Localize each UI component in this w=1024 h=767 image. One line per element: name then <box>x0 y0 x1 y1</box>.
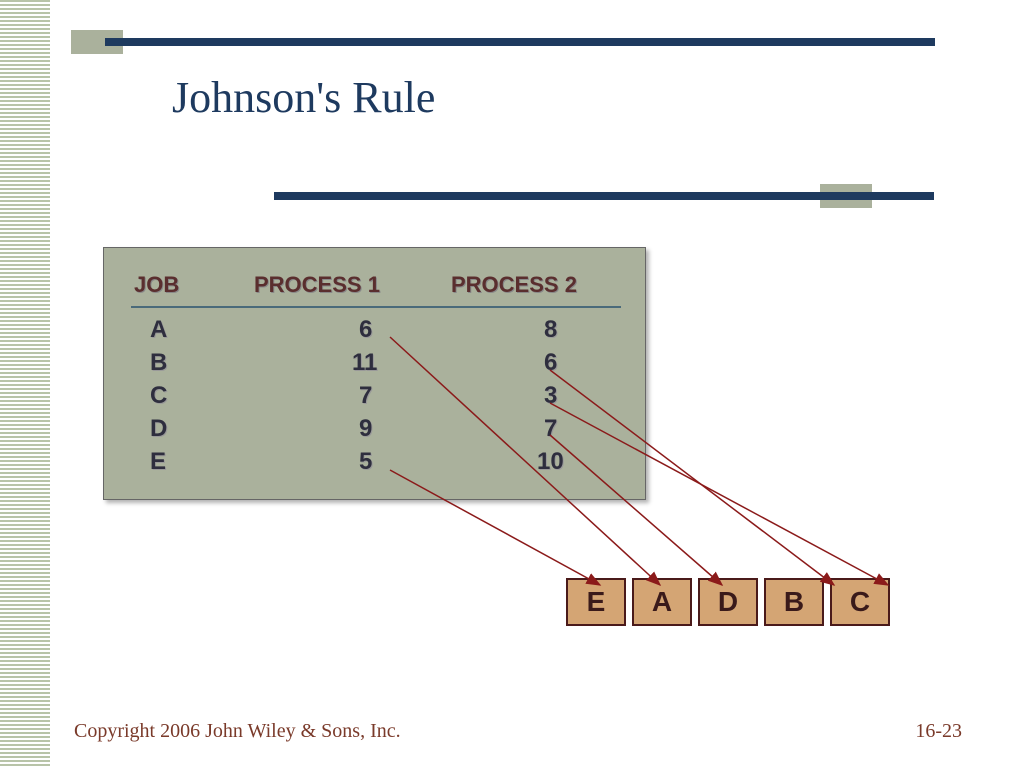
mid-horizontal-rule <box>274 192 934 200</box>
cell-value: A <box>150 316 167 344</box>
cell-value: 6 <box>544 349 557 377</box>
sequence-box: B <box>764 578 824 626</box>
left-stripe-decoration <box>0 0 50 767</box>
sequence-box: C <box>830 578 890 626</box>
footer-copyright: Copyright 2006 John Wiley & Sons, Inc. <box>74 720 401 743</box>
cell-value: 7 <box>359 382 372 410</box>
col-header-p1: PROCESS 1 <box>254 272 380 298</box>
col-header-p2: PROCESS 2 <box>451 272 577 298</box>
cell-value: E <box>150 448 166 476</box>
cell-value: D <box>150 415 167 443</box>
cell-value: C <box>150 382 167 410</box>
slide-title: Johnson's Rule <box>172 72 435 123</box>
sequence-box: A <box>632 578 692 626</box>
cell-value: 5 <box>359 448 372 476</box>
sequence-box: E <box>566 578 626 626</box>
col-header-job: JOB <box>134 272 179 298</box>
footer-page-number: 16-23 <box>915 720 962 743</box>
cell-value: 7 <box>544 415 557 443</box>
cell-value: 10 <box>537 448 564 476</box>
top-horizontal-rule <box>105 38 935 46</box>
cell-value: 8 <box>544 316 557 344</box>
cell-value: 11 <box>352 349 377 377</box>
table-header-rule <box>131 306 621 308</box>
cell-value: 9 <box>359 415 372 443</box>
sequence-box: D <box>698 578 758 626</box>
cell-value: 3 <box>544 382 557 410</box>
cell-value: 6 <box>359 316 372 344</box>
jobs-table-panel: JOB JOB PROCESS 1 PROCESS 1 PROCESS 2 PR… <box>103 247 646 500</box>
cell-value: B <box>150 349 167 377</box>
